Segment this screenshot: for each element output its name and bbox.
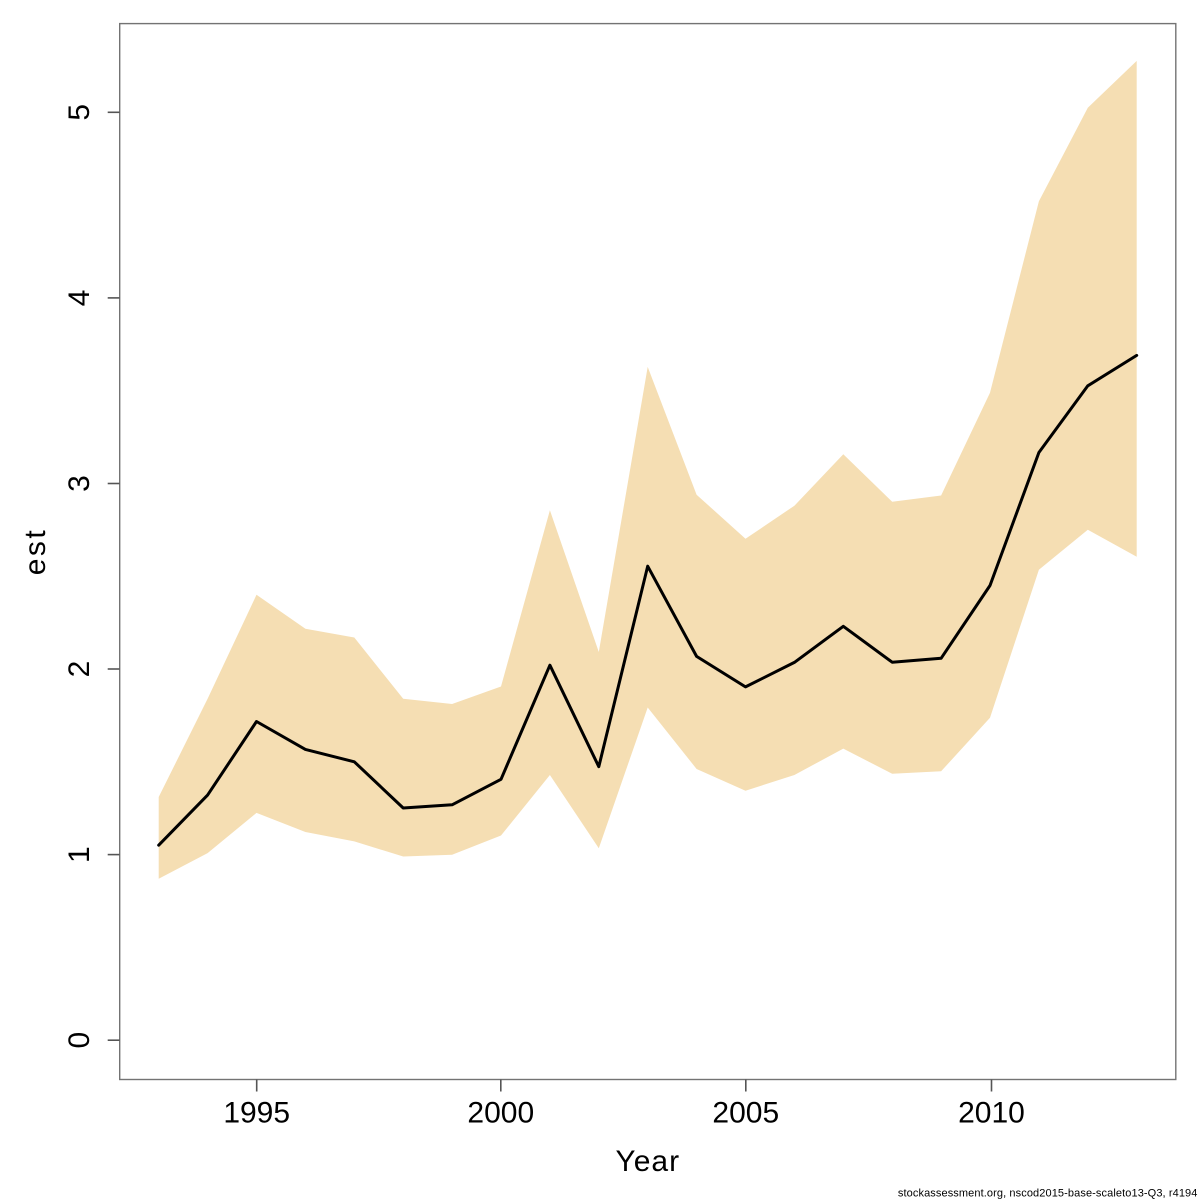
svg-text:3: 3 [63,475,96,492]
svg-text:est: est [19,528,52,576]
svg-text:1: 1 [63,846,96,863]
svg-text:stockassessment.org, nscod2015: stockassessment.org, nscod2015-base-scal… [898,1188,1198,1200]
svg-text:2005: 2005 [712,1097,779,1130]
svg-text:0: 0 [63,1032,96,1049]
svg-text:Year: Year [615,1145,680,1178]
svg-text:5: 5 [63,104,96,121]
svg-text:1995: 1995 [223,1097,290,1130]
svg-text:2: 2 [63,661,96,678]
svg-text:4: 4 [63,290,96,307]
svg-text:2010: 2010 [958,1097,1025,1130]
svg-text:2000: 2000 [467,1097,534,1130]
